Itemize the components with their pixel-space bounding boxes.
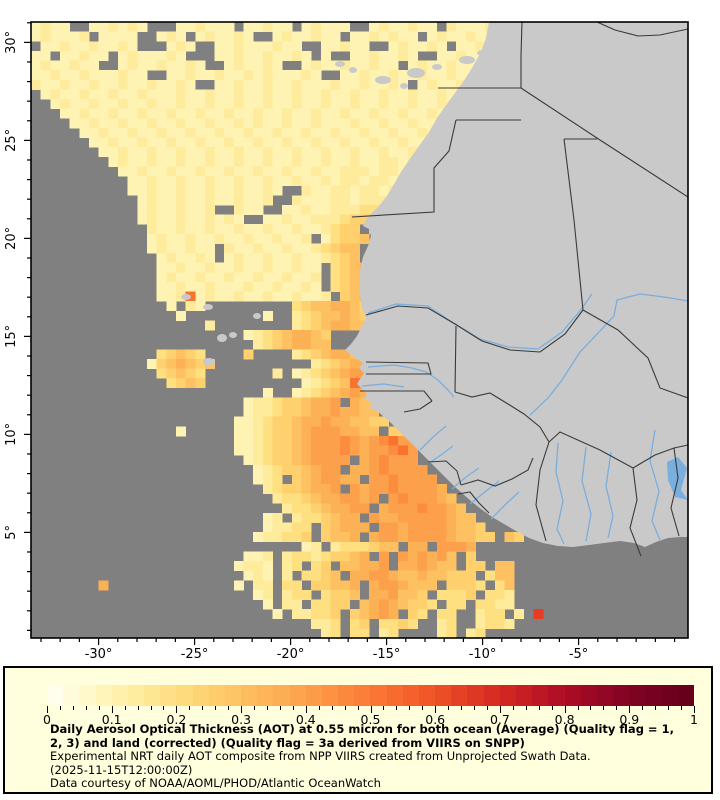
aot-data-layer <box>31 22 544 638</box>
map-canvas: -30° -25° -20° -15° -10° -5° 30° 25° 20° 15° 10° 5° <box>4 21 689 662</box>
colorbar-cell <box>127 685 145 706</box>
africa-land <box>345 22 688 547</box>
colorbar-cell <box>273 685 290 706</box>
colorbar-ticks <box>47 706 695 714</box>
colorbar-cell <box>241 685 258 706</box>
colorbar-cell <box>79 685 96 706</box>
axis-labels: -30° -25° -20° -15° -10° -5° 30° 25° 20° 15° 10° 5° <box>4 31 588 662</box>
colorbar-cell <box>451 685 468 706</box>
map-frame <box>30 21 689 639</box>
colorbar-cell <box>208 685 225 706</box>
colorbar-cell <box>386 685 403 706</box>
colorbar-cell <box>257 685 274 706</box>
colorbar-cell <box>224 685 242 706</box>
colorbar-cell <box>321 685 339 706</box>
colorbar-tick-label: 0.4 <box>295 712 316 727</box>
legend-title-line1: Daily Aerosol Optical Thickness (AOT) at… <box>50 722 674 736</box>
svg-text:5°: 5° <box>4 525 19 540</box>
legend-panel: 0 0.1 0.2 0.3 0.4 0.5 0.6 0.7 0.8 0.9 1 Daily Aero… <box>3 666 713 794</box>
colorbar-cell <box>305 685 322 706</box>
colorbar-cell <box>467 685 484 706</box>
colorbar-tick-label: 0.5 <box>360 712 381 727</box>
colorbar-cell <box>677 685 694 706</box>
svg-text:-5°: -5° <box>569 647 588 662</box>
islands-layer <box>181 50 489 366</box>
svg-text:-30°: -30° <box>85 647 113 662</box>
svg-text:-10°: -10° <box>469 647 497 662</box>
map-layers <box>31 22 688 638</box>
colorbar-tick-label: 0.9 <box>619 712 640 727</box>
colorbar-tick-label: 0 <box>43 712 51 727</box>
colorbar-cell <box>160 685 177 706</box>
colorbar-cell <box>402 685 419 706</box>
colorbar-cell <box>370 685 387 706</box>
svg-text:15°: 15° <box>4 325 19 348</box>
colorbar-cell <box>192 685 209 706</box>
colorbar-cell <box>63 685 80 706</box>
colorbar-cell <box>47 685 64 706</box>
colorbar-tick-label: 0.2 <box>166 712 187 727</box>
legend-credit: Data courtesy of NOAA/AOML/PHOD/Atlantic… <box>50 776 381 790</box>
colorbar-cell <box>564 685 581 706</box>
legend-subtitle: Experimental NRT daily AOT composite fro… <box>50 749 591 763</box>
colorbar-cell <box>661 685 678 706</box>
svg-text:-15°: -15° <box>373 647 401 662</box>
svg-text:10°: 10° <box>4 423 19 446</box>
colorbar-cell <box>629 685 646 706</box>
colorbar-cell <box>338 685 355 706</box>
colorbar-cell <box>515 685 533 706</box>
axis-ticks <box>24 22 676 645</box>
colorbar-cell <box>548 685 565 706</box>
colorbar-cell <box>289 685 306 706</box>
colorbar-cell <box>596 685 614 706</box>
colorbar-tick-label: 1 <box>690 712 698 727</box>
colorbar-cell <box>144 685 161 706</box>
colorbar-cell <box>613 685 630 706</box>
legend-timestamp: (2025-11-15T12:00:00Z) <box>50 762 193 777</box>
svg-text:-20°: -20° <box>277 647 305 662</box>
colorbar-tick-label: 0.7 <box>489 712 510 727</box>
colorbar-cell <box>532 685 549 706</box>
colorbar-cell <box>176 685 193 706</box>
country-borders-layer <box>351 22 688 557</box>
svg-text:30°: 30° <box>4 31 19 54</box>
colorbar-tick-label: 0.8 <box>554 712 575 727</box>
svg-text:20°: 20° <box>4 227 19 250</box>
colorbar-cell <box>95 685 112 706</box>
colorbar <box>47 685 694 706</box>
colorbar-cell <box>418 685 436 706</box>
colorbar-cell <box>499 685 516 706</box>
colorbar-tick-label: 0.1 <box>101 712 122 727</box>
colorbar-tick-labels: 0 0.1 0.2 0.3 0.4 0.5 0.6 0.7 0.8 0.9 1 <box>43 712 698 727</box>
legend-title-line2: 2, 3) and land (corrected) (Quality flag… <box>50 735 525 750</box>
colorbar-cell <box>483 685 500 706</box>
colorbar-tick-label: 0.3 <box>231 712 252 727</box>
colorbar-cell <box>645 685 662 706</box>
svg-text:-25°: -25° <box>181 647 209 662</box>
svg-text:25°: 25° <box>4 129 19 152</box>
colorbar-cell <box>435 685 452 706</box>
colorbar-tick-label: 0.6 <box>425 712 446 727</box>
colorbar-cell <box>580 685 597 706</box>
colorbar-cell <box>111 685 128 706</box>
colorbar-cell <box>354 685 371 706</box>
